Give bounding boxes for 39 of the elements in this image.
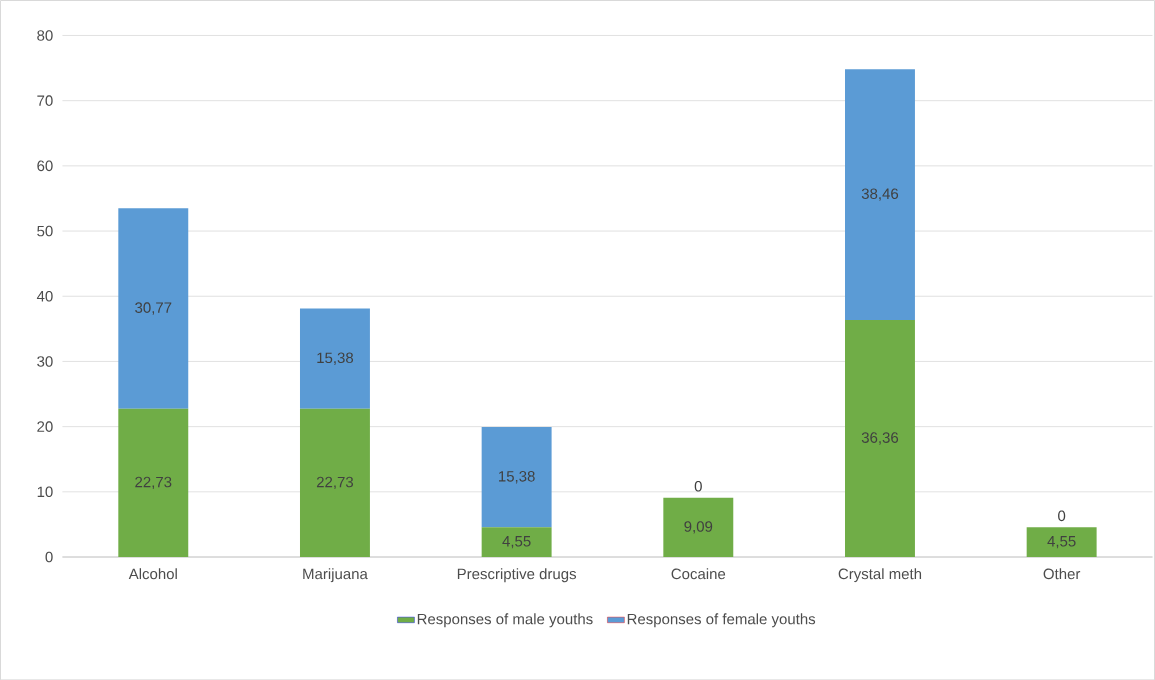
x-tick-label: Cocaine bbox=[671, 567, 726, 579]
data-label: 0 bbox=[694, 480, 702, 492]
data-label: 38,46 bbox=[861, 188, 899, 201]
legend-label: Responses of male youths bbox=[417, 613, 593, 628]
y-tick-label: 70 bbox=[37, 95, 53, 106]
x-tick-label: Alcohol bbox=[128, 567, 177, 579]
bar bbox=[299, 308, 370, 409]
x-tick-label: Other bbox=[1043, 567, 1081, 579]
x-tick-label: Prescriptive drugs bbox=[457, 567, 577, 582]
bar bbox=[118, 408, 189, 557]
x-tick-label: Crystal meth bbox=[838, 567, 922, 582]
y-tick-label: 10 bbox=[37, 486, 53, 497]
y-tick-label: 0 bbox=[45, 551, 53, 563]
y-tick-label: 50 bbox=[37, 225, 53, 237]
bar bbox=[481, 527, 552, 557]
data-label: 4,55 bbox=[1047, 535, 1076, 549]
data-label: 4,55 bbox=[502, 535, 531, 549]
data-label: 22,73 bbox=[135, 476, 172, 489]
data-label: 22,73 bbox=[316, 476, 354, 489]
data-label: 30,77 bbox=[135, 302, 172, 315]
bar bbox=[845, 69, 915, 320]
x-tick-label: Marijuana bbox=[303, 567, 368, 582]
bar bbox=[1026, 527, 1097, 557]
data-label: 0 bbox=[1058, 510, 1066, 521]
data-label: 36,36 bbox=[861, 432, 899, 445]
bar bbox=[118, 208, 189, 409]
y-tick-label: 80 bbox=[37, 29, 53, 41]
bar bbox=[663, 497, 734, 557]
data-label: 9,09 bbox=[684, 521, 713, 534]
legend-label: Responses of female youths bbox=[627, 613, 816, 628]
bar bbox=[299, 408, 370, 557]
bar bbox=[845, 319, 915, 557]
data-label: 15,38 bbox=[317, 352, 354, 365]
y-tick-label: 60 bbox=[37, 160, 53, 171]
y-tick-label: 40 bbox=[36, 290, 53, 302]
y-tick-label: 30 bbox=[37, 355, 53, 367]
y-tick-label: 20 bbox=[37, 421, 53, 432]
bar bbox=[481, 426, 552, 528]
data-label: 15,38 bbox=[499, 470, 535, 484]
